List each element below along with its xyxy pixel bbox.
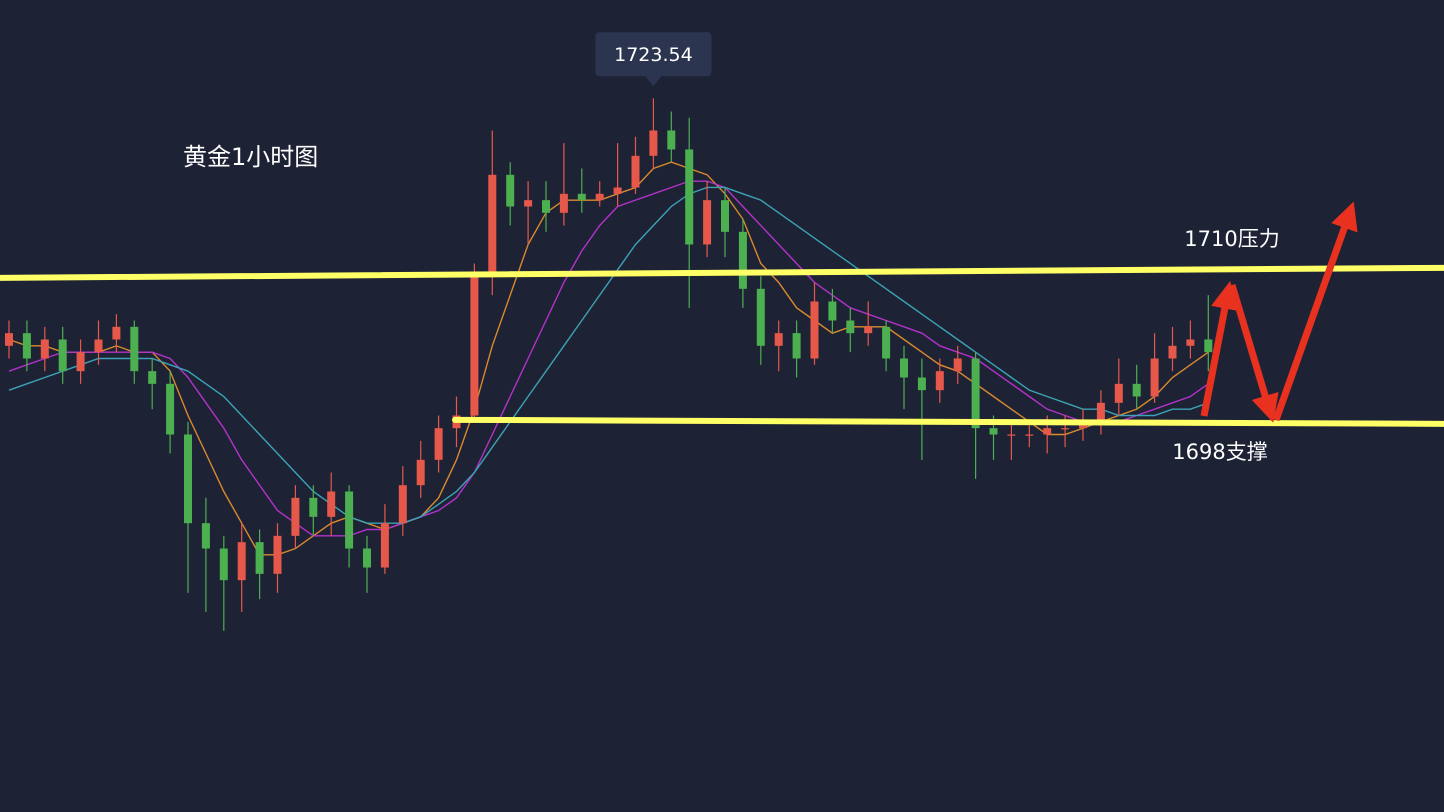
candle-body xyxy=(685,149,694,245)
candle-body xyxy=(756,288,765,346)
candle-body xyxy=(345,491,354,549)
candle-body xyxy=(721,200,729,232)
tooltip-box xyxy=(595,32,712,77)
candle-body xyxy=(76,352,85,372)
level-line xyxy=(452,416,1444,427)
candle-body xyxy=(792,333,801,359)
candle-body xyxy=(380,523,389,568)
levels xyxy=(0,264,1444,427)
candle-body xyxy=(542,200,550,213)
level-label: 1710压力 xyxy=(1184,227,1279,251)
candle-body xyxy=(416,459,425,486)
candle-body xyxy=(703,200,712,245)
annotations: 黄金1小时图 1723.54 1710压力 1698支撑 xyxy=(183,32,1280,464)
candle-body xyxy=(595,193,604,201)
candle-body xyxy=(559,193,568,213)
candles xyxy=(5,98,1213,631)
candle-body xyxy=(1096,402,1105,422)
candle-body xyxy=(613,187,622,194)
candle-body xyxy=(237,542,246,581)
candle-body xyxy=(184,434,192,524)
candle-body xyxy=(828,301,837,321)
candle-body xyxy=(577,193,586,201)
tooltip-value: 1723.54 xyxy=(614,44,693,66)
candle-body xyxy=(667,130,676,150)
level-line xyxy=(0,264,1444,281)
candle-body xyxy=(1150,358,1159,397)
candle-body xyxy=(1114,383,1123,403)
candle-body xyxy=(1204,339,1213,353)
candle-body xyxy=(900,358,908,378)
candle-body xyxy=(1168,345,1177,359)
candle-body xyxy=(94,339,103,353)
chart-title: 黄金1小时图 xyxy=(183,143,318,171)
candle-body xyxy=(810,301,819,359)
candle-body xyxy=(1186,339,1195,346)
candle-body xyxy=(488,174,497,277)
candle-body xyxy=(506,174,515,207)
candle-body xyxy=(22,333,31,359)
candle-body xyxy=(864,326,873,334)
candle-body xyxy=(738,231,747,289)
candle-body xyxy=(363,548,371,568)
candle-body xyxy=(524,200,533,207)
candle-body xyxy=(953,358,962,372)
moving-averages xyxy=(8,161,1209,556)
candle-body xyxy=(917,377,926,391)
forecast-arrow xyxy=(1200,281,1239,417)
candle-body xyxy=(846,320,855,334)
candle-body xyxy=(1007,434,1016,436)
candle-body xyxy=(130,326,139,372)
candle-body xyxy=(255,542,264,574)
candle-body xyxy=(1061,428,1070,430)
candle-body xyxy=(148,371,157,384)
candle-body xyxy=(971,358,980,429)
candle-body xyxy=(882,326,891,359)
candle-body xyxy=(434,428,443,460)
ma-line xyxy=(8,180,1209,537)
candle-body xyxy=(112,326,121,340)
ma-line xyxy=(8,186,1209,524)
candle-body xyxy=(309,497,318,517)
forecast-arrow xyxy=(1228,283,1279,423)
candle-body xyxy=(935,371,944,391)
candle-body xyxy=(201,523,210,549)
candle-body xyxy=(398,485,407,524)
candle-body xyxy=(219,548,228,581)
candle-body xyxy=(774,333,783,346)
candle-body xyxy=(1025,434,1034,436)
candle-body xyxy=(58,339,67,372)
candle-body xyxy=(166,383,175,435)
tooltip-pointer xyxy=(645,76,662,87)
forecast-arrow xyxy=(1272,201,1358,422)
candle-body xyxy=(1132,383,1141,397)
candle-body xyxy=(40,339,49,359)
candle-body xyxy=(291,497,300,536)
candle-body xyxy=(631,155,640,188)
candle-body xyxy=(273,535,282,574)
level-label: 1698支撑 xyxy=(1172,440,1267,464)
candle-body xyxy=(5,333,13,346)
candle-body xyxy=(1043,428,1052,435)
ma-line xyxy=(8,161,1209,556)
candle-body xyxy=(649,130,658,156)
candle-body xyxy=(470,276,479,416)
candle-body xyxy=(989,428,998,435)
candle-body xyxy=(327,491,336,517)
